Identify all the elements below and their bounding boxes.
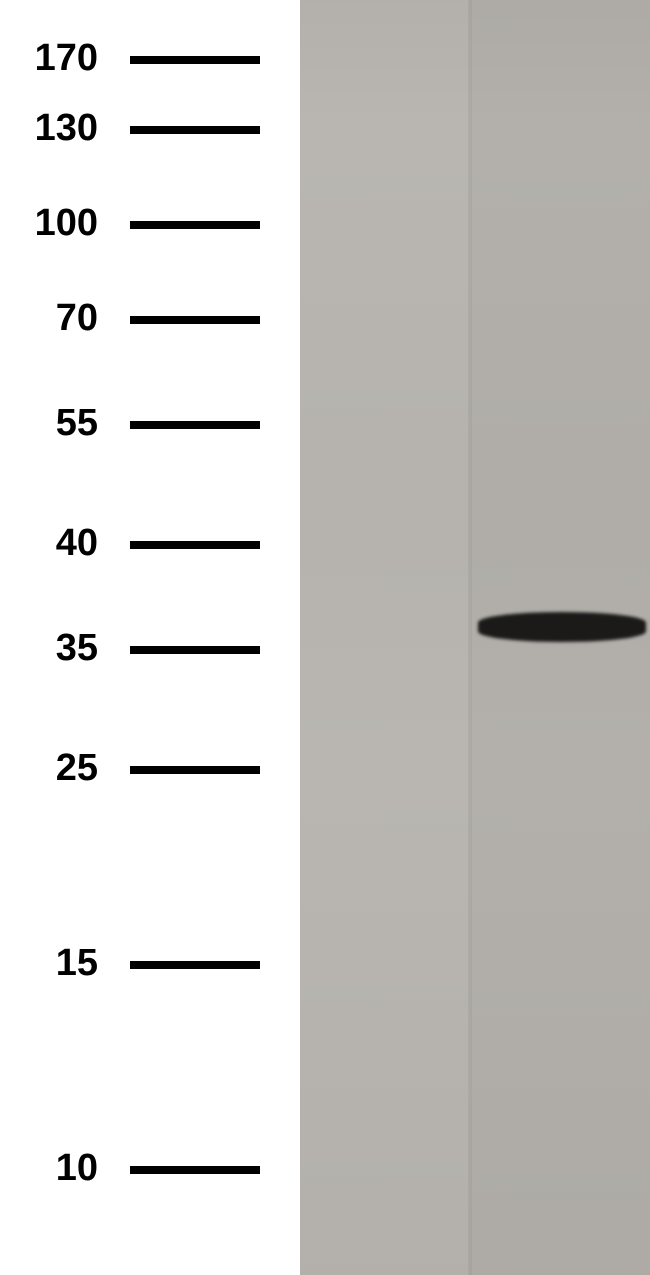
mw-marker-label: 55 — [8, 402, 98, 445]
western-blot-figure: 170 130 100 70 55 40 35 25 15 10 — [0, 0, 650, 1275]
mw-marker-tick — [130, 961, 260, 969]
mw-marker-tick — [130, 646, 260, 654]
mw-marker-tick — [130, 56, 260, 64]
mw-marker-label: 130 — [8, 107, 98, 150]
mw-marker-label: 100 — [8, 202, 98, 245]
mw-marker-tick — [130, 221, 260, 229]
mw-marker-tick — [130, 766, 260, 774]
blot-membrane — [300, 0, 650, 1275]
mw-marker-tick — [130, 126, 260, 134]
mw-marker-tick — [130, 541, 260, 549]
mw-marker-tick — [130, 316, 260, 324]
mw-marker-label: 40 — [8, 522, 98, 565]
mw-marker-label: 25 — [8, 747, 98, 790]
mw-marker-label: 10 — [8, 1147, 98, 1190]
mw-marker-label: 70 — [8, 297, 98, 340]
mw-marker-tick — [130, 1166, 260, 1174]
protein-band — [478, 612, 646, 642]
mw-marker-label: 15 — [8, 942, 98, 985]
mw-marker-tick — [130, 421, 260, 429]
mw-marker-label: 35 — [8, 627, 98, 670]
mw-marker-label: 170 — [8, 37, 98, 80]
